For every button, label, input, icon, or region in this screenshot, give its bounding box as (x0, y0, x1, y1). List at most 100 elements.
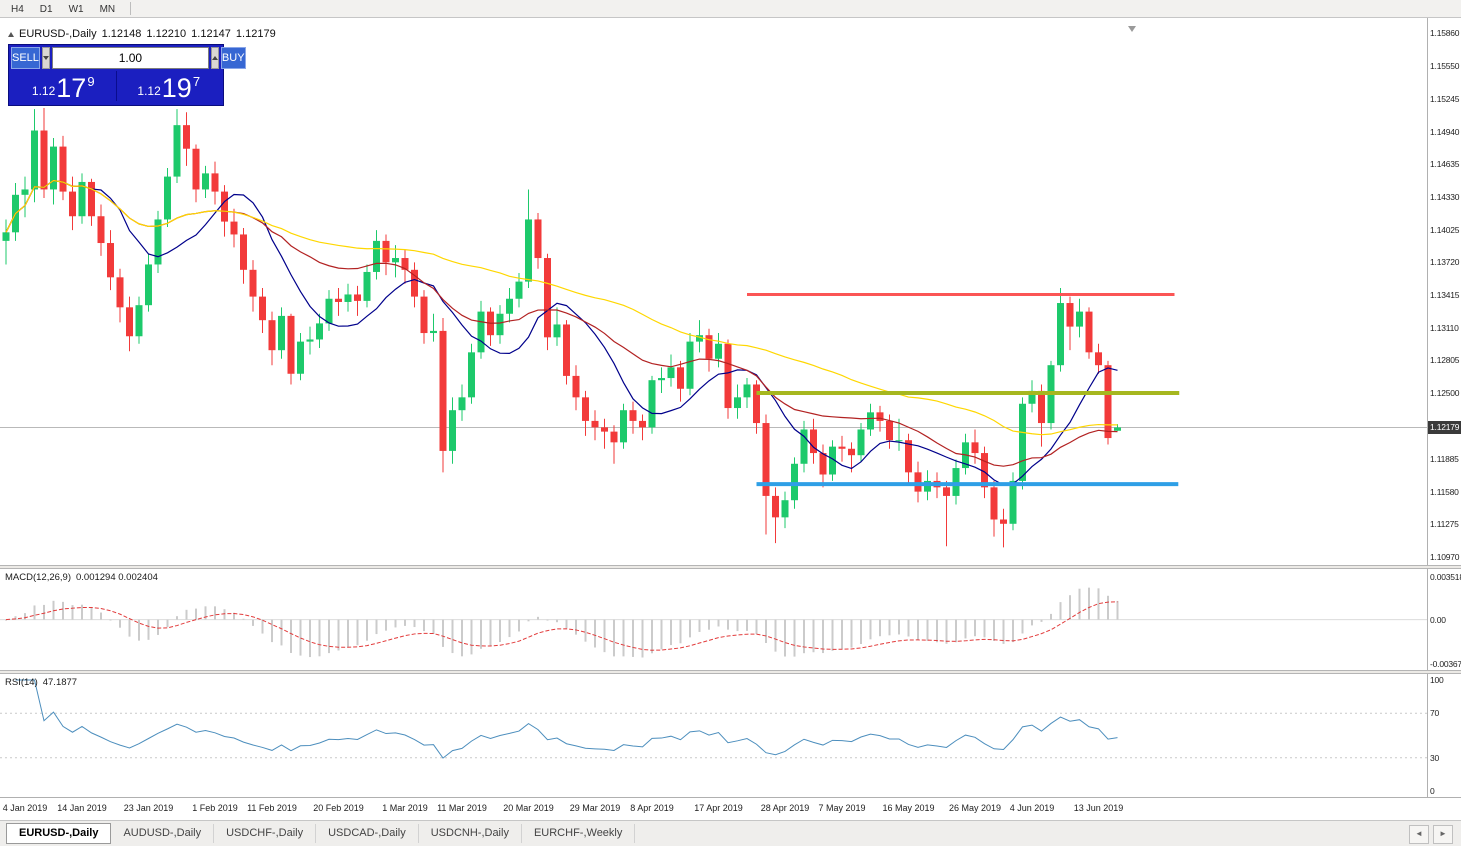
date-tick-label: 29 Mar 2019 (569, 803, 621, 813)
price-tick-label: 1.11885 (1430, 453, 1459, 464)
date-tick-label: 7 May 2019 (818, 803, 866, 813)
timeframe-toolbar: H4 D1 W1 MN (0, 0, 1461, 18)
timeframe-h4-button[interactable]: H4 (4, 1, 31, 16)
rsi-tick-label: 30 (1430, 752, 1440, 763)
macd-tick-label: 0.00 (1430, 614, 1446, 625)
chart-shift-marker-icon (1128, 26, 1136, 32)
rsi-tick-label: 100 (1430, 675, 1444, 685)
chart-title-icon (8, 31, 14, 37)
pane-splitter[interactable] (0, 565, 1461, 569)
timeframe-w1-button[interactable]: W1 (62, 1, 91, 16)
buy-price-point: 7 (192, 74, 201, 89)
price-tick-label: 1.13720 (1430, 257, 1460, 268)
candles-layer (2, 108, 1121, 548)
rsi-name: RSI(14) (5, 677, 38, 688)
low-value: 1.12147 (191, 28, 231, 40)
tab-scroll-left-button[interactable] (1409, 825, 1429, 844)
chart-tab-bar: EURUSD-,Daily AUDUSD-,Daily USDCHF-,Dail… (0, 820, 1461, 846)
price-tick-label: 1.11275 (1430, 519, 1459, 530)
pane-splitter[interactable] (0, 670, 1461, 674)
close-value: 1.12179 (235, 28, 276, 40)
ma-50-line (5, 179, 1118, 436)
toolbar-separator (130, 2, 132, 15)
date-tick-label: 26 May 2019 (948, 803, 1002, 813)
tab-usdchf-daily[interactable]: USDCHF-,Daily (214, 824, 317, 843)
macd-signal-line (5, 601, 1118, 651)
main-chart-pane: EURUSD-,Daily 1.12148 1.12210 1.12147 1.… (0, 18, 1461, 565)
rsi-scale[interactable]: 100 70 30 0 (1427, 674, 1461, 797)
date-tick-label: 4 Jun 2019 (1009, 803, 1055, 813)
price-tick-label: 1.15550 (1430, 61, 1460, 72)
price-tick-label: 1.10970 (1430, 552, 1460, 562)
rsi-label: RSI(14) 47.1877 (5, 677, 77, 688)
price-tick-label: 1.14940 (1430, 126, 1460, 137)
date-tick-label: 11 Mar 2019 (437, 803, 487, 813)
tab-scroll-right-button[interactable] (1433, 825, 1453, 844)
buy-price-button[interactable]: 1.12 19 7 (117, 69, 222, 103)
macd-histogram (5, 587, 1119, 658)
price-tick-label: 1.15860 (1430, 28, 1460, 38)
sell-price-point: 9 (87, 74, 95, 89)
buy-price-pips: 19 (161, 73, 192, 103)
date-tick-label: 20 Mar 2019 (503, 803, 554, 813)
instrument-label: EURUSD-,Daily (19, 28, 97, 40)
macd-chart[interactable] (0, 569, 1427, 670)
price-tick-label: 1.12805 (1430, 355, 1460, 366)
date-tick-label: 23 Jan 2019 (123, 803, 174, 813)
time-axis[interactable]: 4 Jan 2019 14 Jan 2019 23 Jan 2019 1 Feb 20… (0, 797, 1461, 820)
date-tick-label: 14 Jan 2019 (57, 803, 107, 813)
sell-button[interactable]: SELL (11, 47, 40, 69)
price-tick-label: 1.15245 (1430, 93, 1460, 104)
volume-increase-button[interactable] (210, 47, 219, 69)
open-value: 1.12148 (101, 28, 142, 40)
buy-button[interactable]: BUY (220, 47, 246, 69)
rsi-line (15, 679, 1118, 759)
one-click-trading-panel: SELL BUY 1.12 17 9 1.12 19 7 (8, 44, 246, 106)
sell-price-base: 1.12 (31, 84, 56, 98)
date-tick-label: 13 Jun 2019 (1073, 803, 1124, 813)
date-tick-label: 1 Mar 2019 (382, 803, 428, 813)
ma-10-line (5, 179, 1118, 486)
macd-scale[interactable]: 0.003518 0.00 -0.00367 (1427, 569, 1461, 670)
date-tick-label: 8 Apr 2019 (630, 803, 674, 813)
rsi-tick-label: 70 (1430, 708, 1440, 719)
buy-price-base: 1.12 (137, 84, 161, 98)
price-tick-label: 1.13415 (1430, 290, 1460, 300)
price-tick-label: 1.14025 (1430, 224, 1460, 235)
date-tick-label: 28 Apr 2019 (760, 803, 810, 813)
volume-input[interactable] (51, 47, 209, 69)
macd-values: 0.001294 0.002404 (76, 572, 158, 583)
date-tick-label: 16 May 2019 (882, 803, 935, 813)
rsi-pane: RSI(14) 47.1877 100 70 30 0 (0, 674, 1461, 797)
trade-panel-divider (115, 71, 117, 101)
current-price-badge: 1.12179 (1428, 420, 1461, 434)
tab-audusd-daily[interactable]: AUDUSD-,Daily (111, 824, 215, 843)
date-tick-label: 1 Feb 2019 (192, 803, 238, 813)
date-tick-label: 17 Apr 2019 (694, 803, 743, 813)
price-tick-label: 1.11580 (1430, 486, 1459, 497)
date-tick-label: 4 Jan 2019 (2, 803, 48, 813)
macd-label: MACD(12,26,9) 0.001294 0.002404 (5, 572, 158, 583)
price-tick-label: 1.13110 (1430, 322, 1459, 333)
price-tick-label: 1.12500 (1430, 388, 1460, 399)
tab-usdcad-daily[interactable]: USDCAD-,Daily (316, 824, 419, 843)
rsi-value: 47.1877 (42, 677, 78, 688)
tab-usdcnh-daily[interactable]: USDCNH-,Daily (419, 824, 522, 843)
price-chart[interactable] (0, 18, 1427, 565)
tab-eurchf-weekly[interactable]: EURCHF-,Weekly (522, 824, 636, 843)
price-tick-label: 1.14330 (1430, 191, 1460, 202)
ma-25-line (5, 179, 1118, 467)
timeframe-d1-button[interactable]: D1 (33, 1, 60, 16)
macd-tick-label: 0.003518 (1430, 572, 1461, 582)
macd-pane: MACD(12,26,9) 0.001294 0.002404 0.003518… (0, 569, 1461, 670)
price-tick-label: 1.14635 (1430, 159, 1460, 170)
sell-price-button[interactable]: 1.12 17 9 (11, 69, 116, 103)
rsi-tick-label: 0 (1430, 786, 1435, 796)
rsi-chart[interactable] (0, 674, 1427, 797)
volume-decrease-button[interactable] (41, 47, 50, 69)
price-scale[interactable]: 1.12179 1.15860 1.15550 1.15245 1.14940 1.14… (1427, 18, 1461, 565)
chart-ohlc-title: EURUSD-,Daily 1.12148 1.12210 1.12147 1.… (8, 28, 276, 40)
date-tick-label: 20 Feb 2019 (313, 803, 364, 813)
tab-eurusd-daily[interactable]: EURUSD-,Daily (6, 823, 112, 844)
timeframe-mn-button[interactable]: MN (93, 1, 123, 16)
